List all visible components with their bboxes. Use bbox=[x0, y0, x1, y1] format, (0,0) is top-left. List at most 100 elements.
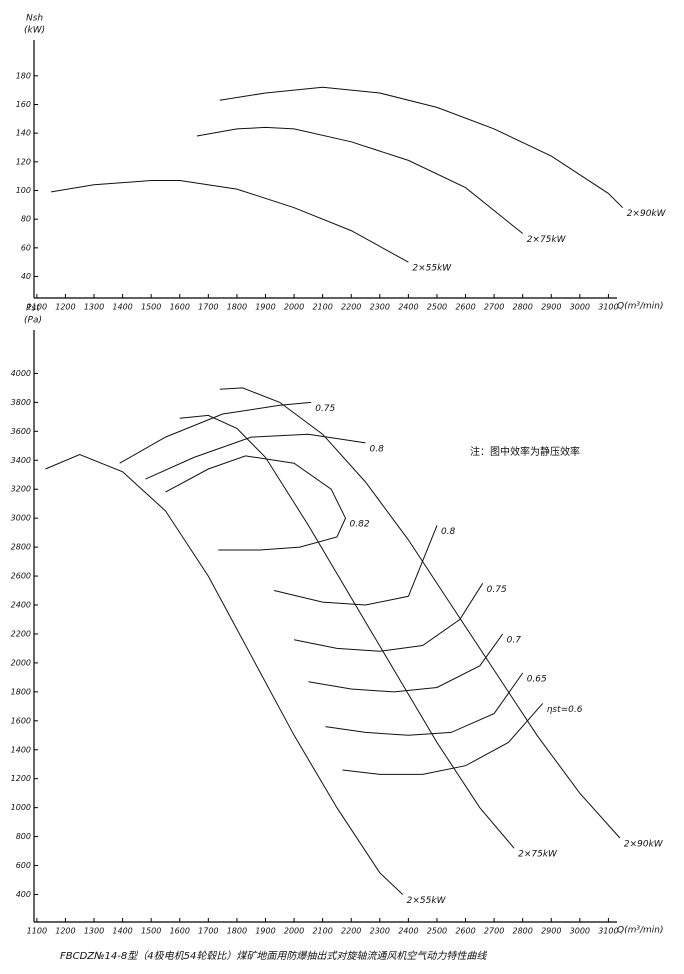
x-tick-label: 1700 bbox=[198, 927, 218, 936]
curve-label: 2×55kW bbox=[412, 264, 452, 274]
x-tick-label: 3100 bbox=[598, 927, 618, 936]
curve bbox=[294, 583, 484, 652]
x-tick-label: 2000 bbox=[284, 303, 304, 312]
y-axis-title: Nsh bbox=[26, 14, 43, 24]
y-tick-label: 1400 bbox=[11, 745, 31, 754]
curve bbox=[196, 126, 524, 234]
curve bbox=[325, 672, 524, 736]
note: 注：图中效率为静压效率 bbox=[470, 445, 580, 458]
x-tick-label: 2500 bbox=[427, 303, 447, 312]
x-tick-label: 1900 bbox=[255, 927, 275, 936]
x-tick-label: 3000 bbox=[570, 303, 590, 312]
caption: FBCDZ№14-8型（4极电机54轮毂比）煤矿地面用防爆抽出式对旋轴流通风机空… bbox=[60, 950, 487, 962]
x-tick-label: 2400 bbox=[398, 927, 418, 936]
x-tick-label: 2300 bbox=[370, 303, 390, 312]
curve bbox=[219, 387, 621, 839]
x-tick-label: 2100 bbox=[312, 303, 332, 312]
y-tick-label: 3200 bbox=[11, 485, 31, 494]
curve bbox=[145, 433, 366, 480]
curve-label: ηst=0.6 bbox=[547, 705, 583, 715]
x-tick-label: 3100 bbox=[598, 303, 618, 312]
x-tick-label: 1500 bbox=[141, 927, 161, 936]
y-tick-label: 80 bbox=[21, 215, 31, 224]
x-tick-label: 2500 bbox=[427, 927, 447, 936]
y-tick-label: 1200 bbox=[11, 774, 31, 783]
x-tick-label: 1600 bbox=[170, 927, 190, 936]
x-tick-label: 1900 bbox=[255, 303, 275, 312]
curve bbox=[165, 455, 347, 551]
y-tick-label: 2600 bbox=[11, 572, 31, 581]
y-tick-label: 3000 bbox=[11, 514, 31, 523]
y-tick-label: 1800 bbox=[11, 687, 31, 696]
x-axis-title: Q(m³/min) bbox=[617, 302, 664, 312]
x-tick-label: 2200 bbox=[341, 303, 361, 312]
y-tick-label: 800 bbox=[16, 832, 31, 841]
curve-label: 0.8 bbox=[441, 527, 456, 537]
x-tick-label: 1600 bbox=[170, 303, 190, 312]
x-tick-label: 1100 bbox=[27, 927, 47, 936]
x-tick-label: 2600 bbox=[455, 927, 475, 936]
x-tick-label: 1800 bbox=[227, 303, 247, 312]
curve-label: 0.8 bbox=[370, 444, 385, 454]
x-axis-title: Q(m³/min) bbox=[617, 926, 664, 936]
y-tick-label: 140 bbox=[16, 129, 31, 138]
y-tick-label: 1600 bbox=[11, 716, 31, 725]
x-tick-label: 3000 bbox=[570, 927, 590, 936]
curve-label: 2×90kW bbox=[627, 209, 667, 219]
x-tick-label: 2100 bbox=[312, 927, 332, 936]
y-tick-label: 4000 bbox=[11, 369, 31, 378]
x-tick-label: 2700 bbox=[484, 303, 504, 312]
y-tick-label: 400 bbox=[16, 890, 31, 899]
y-tick-label: 3600 bbox=[11, 427, 31, 436]
y-tick-label: 160 bbox=[16, 100, 31, 109]
x-tick-label: 1800 bbox=[227, 927, 247, 936]
y-axis-unit: (Pa) bbox=[24, 316, 42, 326]
x-tick-label: 1100 bbox=[27, 303, 47, 312]
curve bbox=[51, 180, 409, 263]
x-tick-label: 2300 bbox=[370, 927, 390, 936]
y-tick-label: 3800 bbox=[11, 398, 31, 407]
y-tick-label: 2000 bbox=[11, 658, 31, 667]
curve bbox=[45, 453, 404, 895]
x-tick-label: 2400 bbox=[398, 303, 418, 312]
x-tick-label: 1500 bbox=[141, 303, 161, 312]
y-tick-label: 100 bbox=[16, 186, 31, 195]
curve-label: 0.65 bbox=[527, 675, 547, 685]
x-tick-label: 1300 bbox=[84, 927, 104, 936]
y-tick-label: 40 bbox=[21, 272, 31, 281]
y-tick-label: 3400 bbox=[11, 456, 31, 465]
x-tick-label: 2600 bbox=[455, 303, 475, 312]
y-tick-label: 2400 bbox=[11, 601, 31, 610]
y-tick-label: 180 bbox=[16, 71, 31, 80]
curve bbox=[179, 414, 515, 849]
y-tick-label: 2800 bbox=[11, 543, 31, 552]
curve-label: 0.75 bbox=[487, 585, 507, 595]
y-axis-title: Pst bbox=[26, 304, 40, 314]
y-tick-label: 1000 bbox=[11, 803, 31, 812]
x-tick-label: 1200 bbox=[55, 303, 75, 312]
x-tick-label: 1700 bbox=[198, 303, 218, 312]
x-tick-label: 2200 bbox=[341, 927, 361, 936]
x-tick-label: 2900 bbox=[541, 927, 561, 936]
curve bbox=[308, 633, 504, 693]
curve bbox=[273, 525, 438, 606]
x-tick-label: 2800 bbox=[513, 927, 533, 936]
curve-label: 0.82 bbox=[350, 520, 370, 530]
curve bbox=[119, 401, 312, 464]
x-tick-label: 2700 bbox=[484, 927, 504, 936]
curve bbox=[342, 703, 544, 775]
curve-label: 0.75 bbox=[315, 404, 335, 414]
curve-label: 2×55kW bbox=[407, 896, 447, 906]
x-tick-label: 1400 bbox=[112, 927, 132, 936]
curve-label: 0.7 bbox=[507, 635, 522, 645]
x-tick-label: 2000 bbox=[284, 927, 304, 936]
x-tick-label: 1400 bbox=[112, 303, 132, 312]
curve-label: 2×75kW bbox=[518, 850, 558, 860]
curve bbox=[219, 86, 624, 209]
curve-label: 2×75kW bbox=[527, 235, 567, 245]
x-tick-label: 1300 bbox=[84, 303, 104, 312]
y-axis-unit: (kW) bbox=[24, 26, 45, 36]
x-tick-label: 2900 bbox=[541, 303, 561, 312]
y-tick-label: 2200 bbox=[11, 629, 31, 638]
